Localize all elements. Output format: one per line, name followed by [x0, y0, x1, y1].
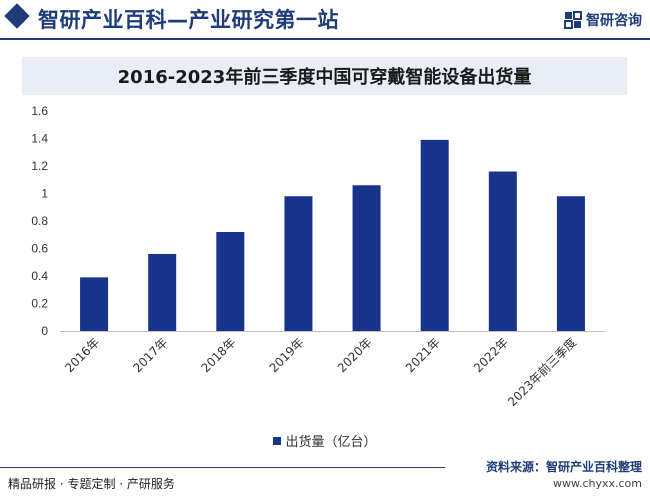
x-tick-label: 2019年 [267, 335, 307, 375]
x-tick-label: 2020年 [335, 335, 375, 375]
header-divider [0, 38, 650, 40]
bar [80, 277, 109, 331]
y-tick-label: 0.4 [31, 269, 48, 283]
bar [420, 139, 449, 331]
bar [556, 196, 585, 331]
y-tick-label: 1.4 [31, 132, 48, 146]
source-url[interactable]: www.chyxx.com [552, 477, 642, 490]
footer-divider [0, 467, 445, 468]
legend-label: 出货量（亿台） [285, 435, 377, 450]
y-axis-ticks: 0 0.2 0.4 0.6 0.8 1 1.2 1.4 1.6 [31, 104, 48, 338]
header: 智研产业百科—产业研究第一站 智研咨询 [0, 0, 650, 40]
chart-title: 2016-2023年前三季度中国可穿戴智能设备出货量 [117, 67, 532, 88]
footer-source-block: 资料来源：智研产业百科整理 www.chyxx.com [486, 458, 642, 490]
bars [80, 139, 585, 331]
y-tick-label: 0.2 [31, 297, 48, 311]
x-tick-label: 2017年 [130, 335, 170, 375]
site-title: 智研产业百科—产业研究第一站 [38, 8, 339, 32]
bar [148, 254, 177, 331]
y-tick-label: 1 [41, 187, 48, 201]
x-axis-ticks: 2016年 2017年 2018年 2019年 2020年 2021年 2022年2023年… [62, 335, 579, 410]
bar [488, 171, 517, 331]
x-tick-label: 2016年 [62, 335, 102, 375]
x-tick-label: 2022年 [471, 335, 511, 375]
x-tick-label: 2018年 [198, 335, 238, 375]
x-tick-label: 2023年前三季度 [504, 335, 579, 410]
footer-services: 精品研报 · 专题定制 · 产研服务 [8, 477, 175, 491]
bar [352, 185, 381, 331]
bar [216, 232, 245, 331]
brand-logo[interactable]: 智研咨询 [564, 10, 642, 30]
y-tick-label: 0.8 [31, 214, 48, 228]
legend: 出货量（亿台） [0, 431, 650, 450]
legend-swatch [273, 436, 282, 445]
bar-chart: 00.20.40.60.811.21.41.6 2016年 2017年 2018年 2… [31, 104, 605, 410]
bar [284, 196, 313, 331]
y-tick-label: 1.6 [31, 104, 48, 118]
y-tick-label: 0 [41, 324, 48, 338]
source-note: 资料来源：智研产业百科整理 [485, 460, 642, 474]
y-tick-label: 1.2 [31, 159, 48, 173]
chart-title-band: 2016-2023年前三季度中国可穿戴智能设备出货量 [22, 57, 627, 95]
y-tick-label: 0.6 [31, 242, 48, 256]
brand-logo-icon [564, 11, 582, 29]
brand-name: 智研咨询 [586, 13, 642, 29]
x-tick-label: 2021年 [403, 335, 443, 375]
